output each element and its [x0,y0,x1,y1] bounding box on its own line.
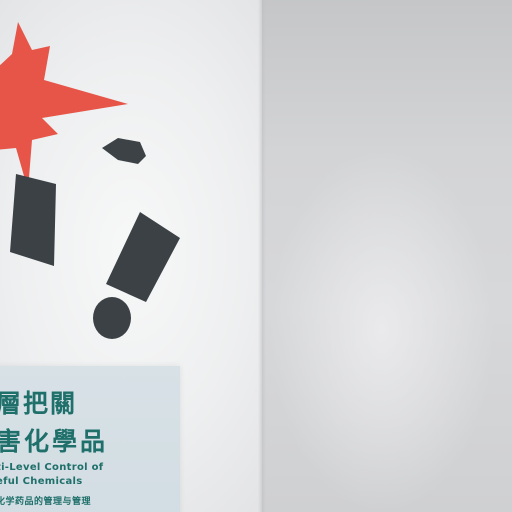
dash-mark-icon [102,138,146,164]
exclamation-bar-left-icon [10,174,56,266]
sign-subtitle-line-2: eful Chemicals [0,476,83,487]
right-wall-light [262,0,512,512]
sign-title-line-2: 害化學品 [0,427,109,456]
exclamation-bar-right-icon [106,212,180,302]
sign-caption: 化学药品的管理与管理 [0,497,92,507]
exclamation-dot-icon [93,297,131,339]
exhibit-sign: 層把關 害化學品 ti-Level Control of eful Chemic… [0,366,180,512]
red-burst-icon [0,22,128,190]
sign-title-line-1: 層把關 [0,389,78,418]
wall-corner [258,0,266,512]
sign-subtitle-line-1: ti-Level Control of [0,462,104,473]
